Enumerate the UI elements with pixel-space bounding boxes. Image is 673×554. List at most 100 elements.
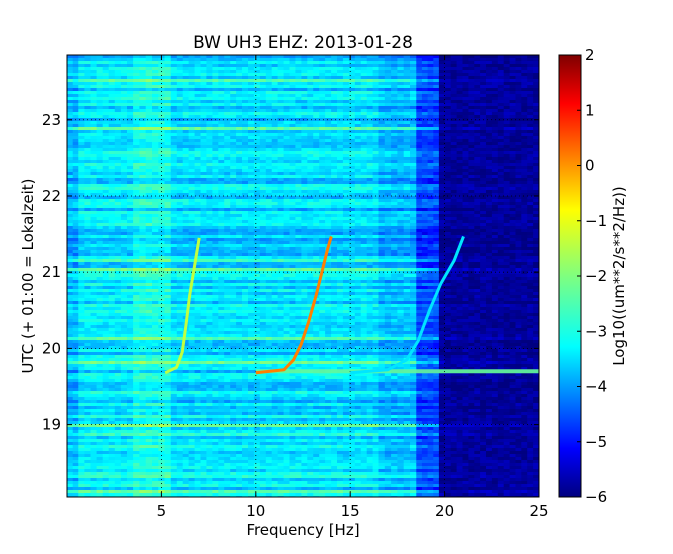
heatmap-cell [348, 142, 356, 146]
heatmap-cell [319, 256, 326, 260]
heatmap-cell [212, 220, 219, 224]
heatmap-cell [170, 82, 178, 86]
heatmap-cell [325, 118, 332, 122]
heatmap-cell [319, 76, 326, 80]
heatmap-cell [164, 490, 172, 494]
heatmap-cell [145, 391, 153, 395]
heatmap-cell [127, 154, 134, 158]
heatmap-cell [114, 118, 122, 122]
heatmap-cell [84, 421, 92, 425]
heatmap-cell [78, 442, 85, 446]
heatmap-cell [78, 124, 85, 128]
heatmap-cell [337, 58, 344, 62]
heatmap-cell [96, 388, 104, 392]
heatmap-cell [102, 157, 110, 161]
heatmap-cell [139, 343, 147, 347]
heatmap-cell [295, 220, 302, 224]
heatmap-cell [194, 256, 202, 260]
heatmap-cell [224, 97, 231, 101]
heatmap-cell [120, 412, 128, 416]
heatmap-cell [120, 130, 128, 134]
heatmap-cell [139, 244, 147, 248]
heatmap-cell [120, 208, 128, 212]
heatmap-cell [325, 97, 332, 101]
heatmap-cell [96, 448, 104, 452]
heatmap-cell [236, 172, 243, 176]
heatmap-cell [120, 436, 128, 440]
heatmap-cell [133, 208, 140, 212]
heatmap-cell [348, 109, 356, 113]
heatmap-cell [188, 91, 196, 95]
heatmap-cell [331, 214, 338, 218]
heatmap-cell [84, 166, 92, 170]
heatmap-cell [114, 334, 122, 338]
heatmap-cell [289, 139, 296, 143]
heatmap-cell [152, 250, 159, 254]
heatmap-cell [152, 385, 159, 389]
heatmap-cell [337, 55, 344, 59]
heatmap-cell [102, 289, 110, 293]
heatmap-cell [307, 178, 314, 182]
heatmap-cell [145, 283, 153, 287]
heatmap-cell [114, 61, 122, 65]
heatmap-cell [127, 331, 134, 335]
heatmap-cell [331, 223, 338, 227]
heatmap-cell [236, 94, 243, 98]
heatmap-cell [342, 136, 350, 140]
heatmap-cell [301, 58, 308, 62]
heatmap-cell [313, 190, 320, 194]
heatmap-cell [289, 238, 296, 242]
heatmap-cell [248, 214, 255, 218]
heatmap-cell [354, 214, 362, 218]
heatmap-cell [360, 205, 368, 209]
heatmap-cell [348, 55, 356, 59]
heatmap-cell [271, 169, 279, 173]
heatmap-cell [127, 322, 134, 326]
heatmap-cell [164, 436, 172, 440]
heatmap-cell [313, 154, 320, 158]
heatmap-cell [127, 487, 134, 491]
heatmap-cell [145, 361, 153, 365]
heatmap-cell [152, 265, 159, 269]
heatmap-cell [218, 133, 225, 137]
heatmap-cell [139, 190, 147, 194]
heatmap-cell [145, 439, 153, 443]
heatmap-cell [96, 286, 104, 290]
heatmap-cell [224, 139, 231, 143]
heatmap-cell [313, 247, 320, 251]
heatmap-cell [230, 175, 237, 179]
heatmap-cell [354, 166, 362, 170]
heatmap-cell [164, 394, 172, 398]
heatmap-cell [164, 163, 172, 167]
heatmap-cell [236, 109, 243, 113]
heatmap-cell [139, 82, 147, 86]
heatmap-cell [152, 229, 159, 233]
heatmap-cell [283, 85, 291, 89]
heatmap-cell [78, 277, 85, 281]
heatmap-cell [102, 484, 110, 488]
heatmap-cell [218, 247, 225, 251]
heatmap-cell [313, 163, 320, 167]
heatmap-cell [127, 268, 134, 272]
heatmap-cell [78, 478, 85, 482]
heatmap-cell [354, 154, 362, 158]
heatmap-cell [313, 124, 320, 128]
heatmap-cell [319, 79, 326, 83]
heatmap-cell [206, 88, 213, 92]
heatmap-cell [72, 223, 79, 227]
heatmap-cell [325, 130, 332, 134]
heatmap-cell [289, 118, 296, 122]
heatmap-cell [360, 211, 368, 215]
heatmap-cell [348, 88, 356, 92]
heatmap-cell [114, 88, 122, 92]
heatmap-cell [170, 214, 178, 218]
heatmap-cell [200, 181, 207, 185]
heatmap-cell [259, 256, 267, 260]
heatmap-cell [176, 121, 184, 125]
heatmap-cell [67, 271, 74, 275]
heatmap-cell [114, 85, 122, 89]
heatmap-cell [194, 208, 202, 212]
heatmap-cell [271, 121, 279, 125]
heatmap-cell [224, 67, 231, 71]
heatmap-cell [242, 97, 249, 101]
